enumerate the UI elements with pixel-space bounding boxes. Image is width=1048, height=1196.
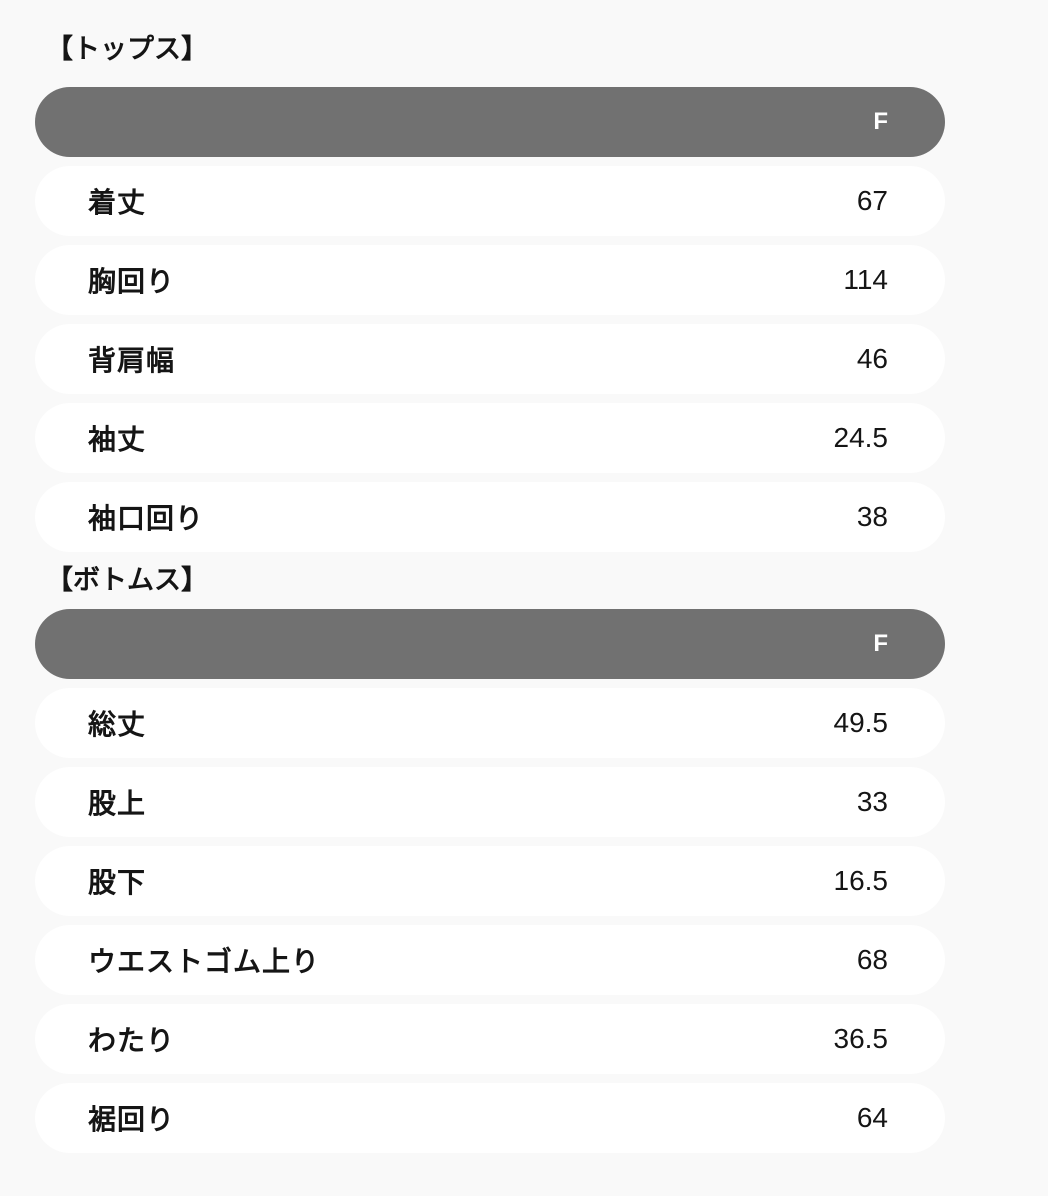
size-row: 胸回り 114 (35, 245, 945, 315)
size-row: 袖口回り 38 (35, 482, 945, 552)
measurement-value: 36.5 (833, 1023, 889, 1054)
measurement-label: ウエストゴム上り (88, 946, 321, 977)
measurement-label: 総丈 (88, 709, 147, 740)
size-row: わたり 36.5 (35, 1004, 945, 1074)
measurement-value: 38 (856, 501, 888, 532)
measurement-label: わたり (88, 1025, 176, 1056)
measurement-label: 着丈 (88, 187, 147, 218)
measurement-label: 袖口回り (88, 503, 205, 534)
section-tops: 【トップス】 F 着丈 67 胸回り 114 背肩幅 46 袖丈 24.5 袖口… (35, 30, 945, 552)
measurement-value: 46 (856, 343, 888, 374)
measurement-value: 49.5 (833, 707, 889, 738)
size-row: 着丈 67 (35, 166, 945, 236)
measurement-value: 68 (856, 944, 888, 975)
size-row: ウエストゴム上り 68 (35, 925, 945, 995)
measurement-value: 64 (856, 1102, 888, 1133)
size-column-label: F (873, 108, 888, 135)
measurement-value: 114 (843, 264, 888, 295)
size-header-bar-tops: F (35, 87, 945, 157)
section-bottoms: 【ボトムス】 F 総丈 49.5 股上 33 股下 16.5 ウエストゴム上り … (35, 561, 945, 1153)
size-row: 股下 16.5 (35, 846, 945, 916)
measurement-value: 67 (856, 185, 888, 216)
measurement-label: 背肩幅 (88, 345, 176, 376)
size-row: 股上 33 (35, 767, 945, 837)
size-header-bar-bottoms: F (35, 609, 945, 679)
measurement-label: 股下 (88, 867, 147, 898)
size-row: 背肩幅 46 (35, 324, 945, 394)
measurement-value: 16.5 (833, 865, 889, 896)
size-row: 袖丈 24.5 (35, 403, 945, 473)
section-heading-bottoms: 【ボトムス】 (46, 565, 208, 595)
section-heading-tops: 【トップス】 (46, 34, 208, 64)
measurement-value: 33 (856, 786, 888, 817)
measurement-label: 股上 (88, 788, 147, 819)
size-chart: 【トップス】 F 着丈 67 胸回り 114 背肩幅 46 袖丈 24.5 袖口… (35, 30, 945, 1153)
measurement-label: 裾回り (88, 1104, 176, 1135)
size-column-label: F (873, 630, 888, 657)
measurement-label: 袖丈 (88, 424, 147, 455)
measurement-label: 胸回り (88, 266, 176, 297)
size-row: 裾回り 64 (35, 1083, 945, 1153)
measurement-value: 24.5 (833, 422, 889, 453)
size-row: 総丈 49.5 (35, 688, 945, 758)
